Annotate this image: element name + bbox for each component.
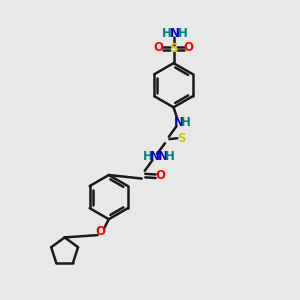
- Text: O: O: [154, 41, 164, 54]
- Text: S: S: [169, 42, 178, 55]
- Text: H: H: [181, 116, 191, 129]
- Text: H: H: [143, 150, 153, 163]
- Text: H: H: [162, 27, 172, 40]
- Text: N: N: [174, 116, 184, 129]
- Text: N: N: [170, 27, 180, 40]
- Text: N: N: [150, 150, 160, 163]
- Text: H: H: [165, 150, 175, 163]
- Text: O: O: [183, 41, 193, 54]
- Text: O: O: [155, 169, 165, 182]
- Text: O: O: [95, 225, 106, 238]
- Text: S: S: [178, 132, 186, 145]
- Text: H: H: [178, 27, 187, 40]
- Text: N: N: [158, 150, 168, 163]
